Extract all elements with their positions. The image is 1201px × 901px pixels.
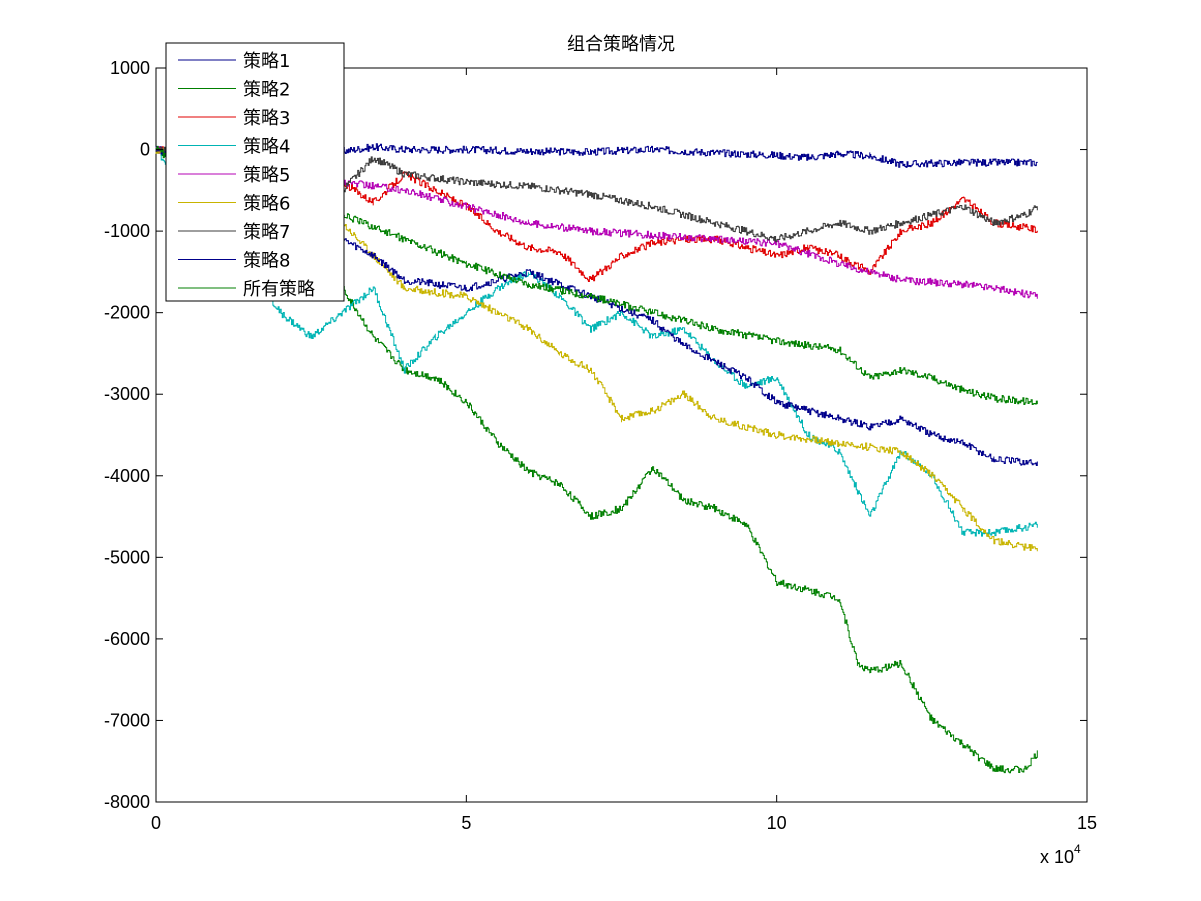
legend-label: 所有策略 (243, 279, 315, 300)
x-exponent-label: x 104 (1040, 842, 1081, 867)
y-tick-label: 1000 (110, 58, 150, 78)
legend-label: 策略8 (243, 251, 290, 272)
legend-label: 策略5 (243, 165, 290, 186)
x-tick-label: 10 (767, 813, 787, 833)
y-tick-label: -7000 (104, 710, 150, 730)
x-tick-label: 15 (1077, 813, 1097, 833)
x-tick-label: 0 (151, 813, 161, 833)
x-exponent-base: x 10 (1040, 847, 1074, 867)
legend-items: 策略1 策略2 策略3 策略4 策略5 策略6 策略7 策略8 所有策略 (178, 51, 315, 300)
legend-label: 策略1 (243, 51, 290, 72)
series-line (155, 148, 1038, 537)
x-exponent-superscript: 4 (1074, 842, 1081, 856)
x-tick-label: 5 (461, 813, 471, 833)
y-tick-label: -5000 (104, 547, 150, 567)
y-tick-label: -3000 (104, 384, 150, 404)
legend: 策略1 策略2 策略3 策略4 策略5 策略6 策略7 策略8 所有策略 (165, 42, 345, 302)
legend-label: 策略6 (243, 194, 290, 215)
y-tick-label: -2000 (104, 303, 150, 323)
ticks-layer: 0 5 10 15 1000 0 -1000 -2000 -3000 -4000 -5000 -600… (104, 58, 1097, 833)
y-tick-label: -1000 (104, 221, 150, 241)
y-tick-label: -6000 (104, 629, 150, 649)
legend-box (165, 42, 345, 302)
legend-label: 策略2 (243, 80, 290, 101)
y-tick-label: -4000 (104, 466, 150, 486)
y-tick-label: 0 (140, 140, 150, 160)
chart-title: 组合策略情况 (567, 34, 675, 55)
legend-label: 策略7 (243, 222, 290, 243)
legend-label: 策略4 (243, 137, 290, 158)
legend-label: 策略3 (243, 108, 290, 129)
y-tick-label: -8000 (104, 792, 150, 812)
